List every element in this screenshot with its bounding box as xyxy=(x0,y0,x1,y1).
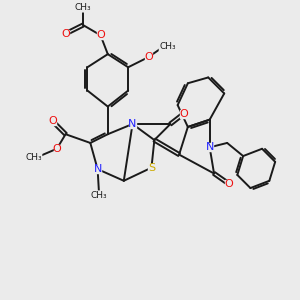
Text: O: O xyxy=(48,116,57,126)
Bar xyxy=(49,117,56,125)
Text: N: N xyxy=(93,164,102,174)
Bar xyxy=(225,180,232,188)
Text: CH₃: CH₃ xyxy=(159,42,176,51)
Text: O: O xyxy=(61,29,70,39)
Text: CH₃: CH₃ xyxy=(75,3,92,12)
Text: CH₃: CH₃ xyxy=(25,153,42,162)
Bar xyxy=(62,30,69,38)
Bar xyxy=(97,31,104,39)
Bar xyxy=(148,164,155,172)
Text: CH₃: CH₃ xyxy=(91,191,107,200)
Text: O: O xyxy=(96,30,105,40)
Text: S: S xyxy=(148,163,155,173)
Bar xyxy=(145,53,152,61)
Bar xyxy=(94,165,101,173)
Bar xyxy=(53,145,60,153)
Text: N: N xyxy=(128,119,137,129)
Text: O: O xyxy=(144,52,153,62)
Text: O: O xyxy=(52,144,61,154)
Bar xyxy=(129,120,136,128)
Bar xyxy=(180,110,187,118)
Text: O: O xyxy=(224,179,233,189)
Text: O: O xyxy=(179,109,188,119)
Bar xyxy=(206,143,213,152)
Text: N: N xyxy=(206,142,214,152)
